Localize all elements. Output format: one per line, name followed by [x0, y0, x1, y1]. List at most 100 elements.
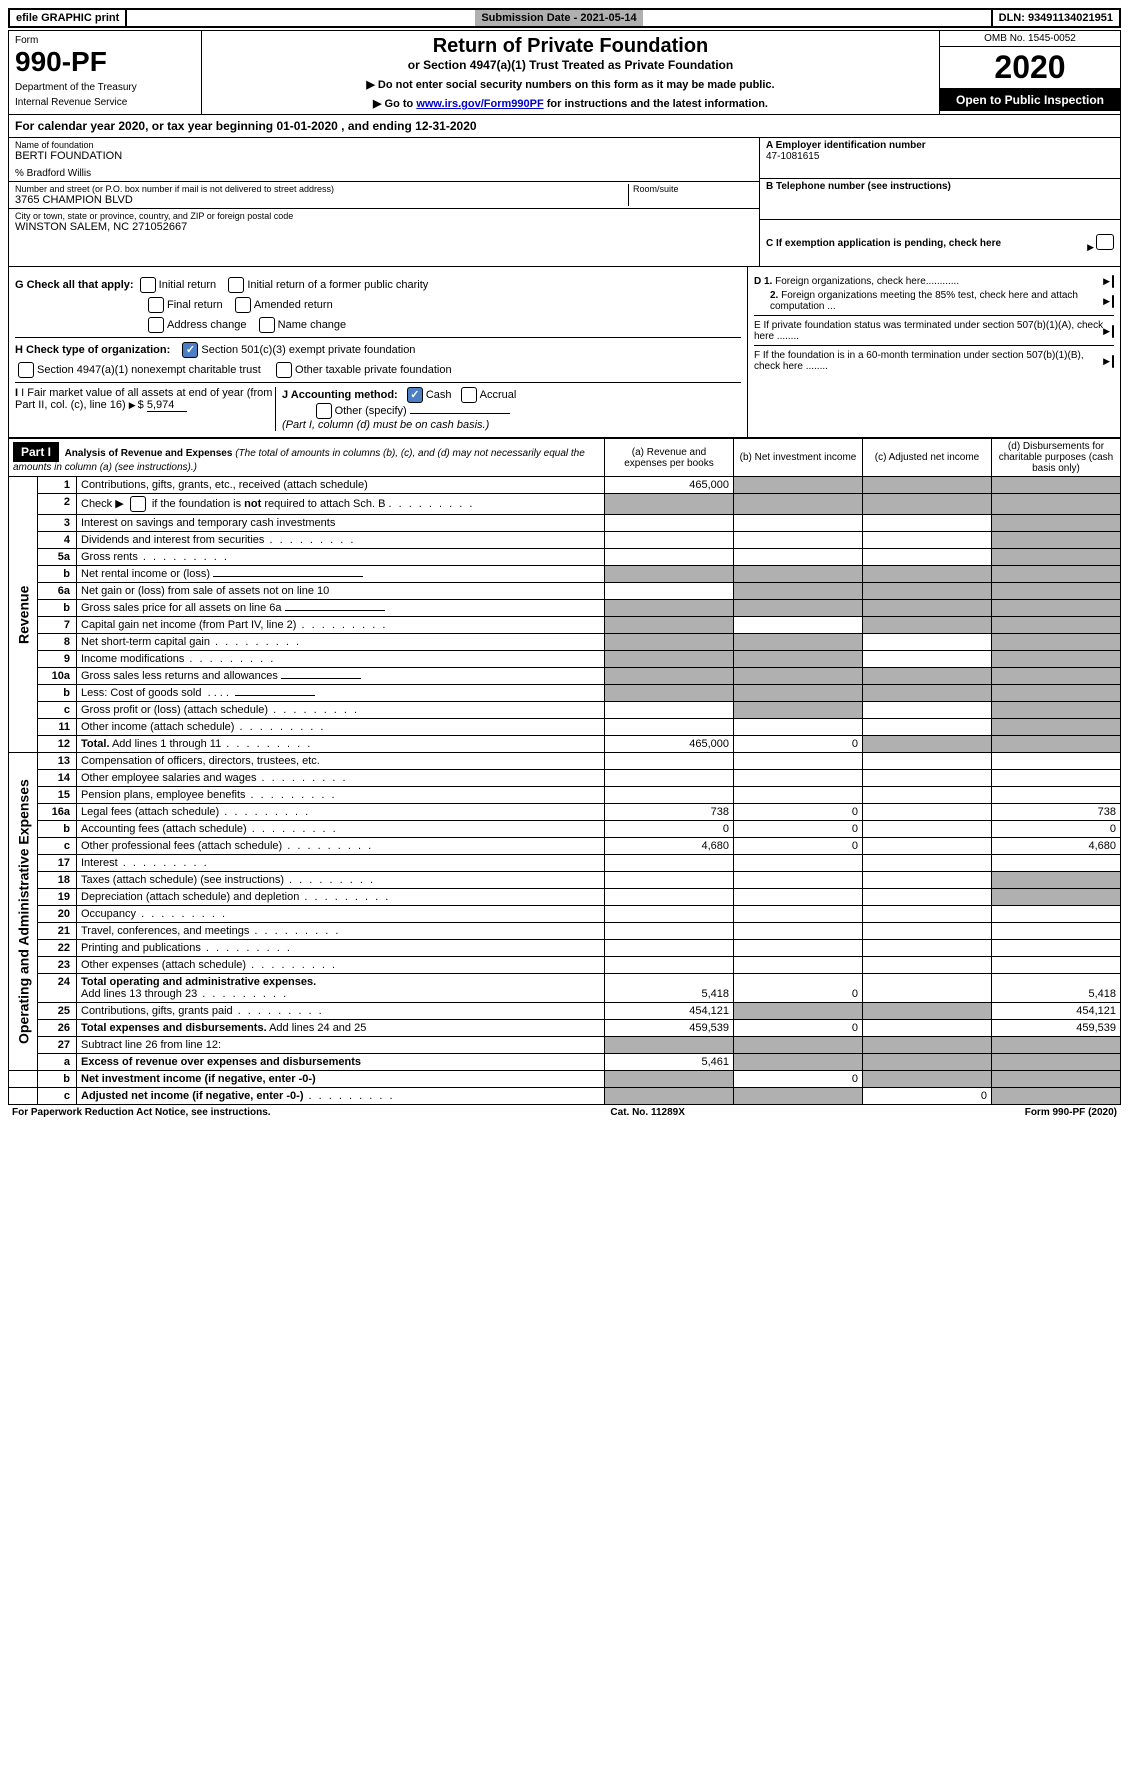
- ein-row: A Employer identification number 47-1081…: [760, 138, 1120, 179]
- ein-label: A Employer identification number: [766, 140, 1114, 151]
- e-row: E If private foundation status was termi…: [754, 315, 1114, 342]
- e-checkbox[interactable]: [1112, 325, 1114, 338]
- h-label: H Check type of organization:: [15, 344, 170, 356]
- g-amended-checkbox[interactable]: [235, 297, 251, 313]
- line-20: 20Occupancy: [9, 906, 1121, 923]
- d2-checkbox[interactable]: [1112, 295, 1114, 308]
- tax-year: 2020: [940, 47, 1120, 89]
- form-header-center: Return of Private Foundation or Section …: [202, 31, 939, 114]
- line-16c-b: 0: [734, 838, 863, 855]
- f-row: F If the foundation is in a 60-month ter…: [754, 345, 1114, 372]
- line-10a: 10aGross sales less returns and allowanc…: [9, 668, 1121, 685]
- footer-left: For Paperwork Reduction Act Notice, see …: [12, 1107, 271, 1118]
- line-6b-desc: Gross sales price for all assets on line…: [77, 600, 605, 617]
- line-11: 11Other income (attach schedule): [9, 719, 1121, 736]
- line-7: 7Capital gain net income (from Part IV, …: [9, 617, 1121, 634]
- footer-center: Cat. No. 11289X: [610, 1107, 684, 1118]
- addr-label: Number and street (or P.O. box number if…: [15, 184, 628, 194]
- col-b-header: (b) Net investment income: [734, 439, 863, 477]
- line-21-desc: Travel, conferences, and meetings: [77, 923, 605, 940]
- line-6a-desc: Net gain or (loss) from sale of assets n…: [77, 583, 605, 600]
- line-8: 8Net short-term capital gain: [9, 634, 1121, 651]
- line-27c-c: 0: [863, 1088, 992, 1105]
- line-12-b: 0: [734, 736, 863, 753]
- line-18: 18Taxes (attach schedule) (see instructi…: [9, 872, 1121, 889]
- g-label: G Check all that apply:: [15, 279, 134, 291]
- line-27c-desc: Adjusted net income (if negative, enter …: [77, 1088, 605, 1105]
- form-header: Form 990-PF Department of the Treasury I…: [8, 30, 1121, 115]
- g-initial-checkbox[interactable]: [140, 277, 156, 293]
- line-27c: cAdjusted net income (if negative, enter…: [9, 1088, 1121, 1105]
- line-2: 2Check ▶ if the foundation is not requir…: [9, 494, 1121, 515]
- info-right: A Employer identification number 47-1081…: [759, 138, 1120, 266]
- line-16c-d: 4,680: [992, 838, 1121, 855]
- h-501c3: Section 501(c)(3) exempt private foundat…: [201, 344, 415, 356]
- line-25-d: 454,121: [992, 1003, 1121, 1020]
- line-27b-b: 0: [734, 1071, 863, 1088]
- g-final-checkbox[interactable]: [148, 297, 164, 313]
- g-name-checkbox[interactable]: [259, 317, 275, 333]
- line-16a: 16aLegal fees (attach schedule)7380738: [9, 804, 1121, 821]
- line-6a: 6aNet gain or (loss) from sale of assets…: [9, 583, 1121, 600]
- col-a-header: (a) Revenue and expenses per books: [605, 439, 734, 477]
- h-501c3-checkbox[interactable]: [182, 342, 198, 358]
- line-18-desc: Taxes (attach schedule) (see instruction…: [77, 872, 605, 889]
- h-4947: Section 4947(a)(1) nonexempt charitable …: [37, 364, 261, 376]
- j-accrual-checkbox[interactable]: [461, 387, 477, 403]
- line-16c-desc: Other professional fees (attach schedule…: [77, 838, 605, 855]
- h-4947-checkbox[interactable]: [18, 362, 34, 378]
- line-23: 23Other expenses (attach schedule): [9, 957, 1121, 974]
- j-cash: Cash: [426, 389, 452, 401]
- line-21: 21Travel, conferences, and meetings: [9, 923, 1121, 940]
- ij-row: I I Fair market value of all assets at e…: [15, 382, 741, 431]
- info-section: Name of foundation BERTI FOUNDATION % Br…: [8, 138, 1121, 267]
- j-cash-checkbox[interactable]: [407, 387, 423, 403]
- f-checkbox[interactable]: [1112, 355, 1114, 368]
- line-26-desc: Total expenses and disbursements. Add li…: [77, 1020, 605, 1037]
- dept-treasury: Department of the Treasury: [15, 82, 195, 93]
- line-16b-b: 0: [734, 821, 863, 838]
- line-12: 12Total. Add lines 1 through 11465,0000: [9, 736, 1121, 753]
- part1-label: Part I: [13, 442, 59, 462]
- note-url-pre: ▶ Go to: [373, 98, 416, 110]
- line-2-checkbox[interactable]: [130, 496, 146, 512]
- d1-checkbox[interactable]: [1112, 275, 1114, 288]
- g-initial-former-checkbox[interactable]: [228, 277, 244, 293]
- info-left: Name of foundation BERTI FOUNDATION % Br…: [9, 138, 759, 266]
- calendar-year: For calendar year 2020, or tax year begi…: [8, 115, 1121, 138]
- omb-number: OMB No. 1545-0052: [940, 31, 1120, 47]
- col-d-header: (d) Disbursements for charitable purpose…: [992, 439, 1121, 477]
- line-7-desc: Capital gain net income (from Part IV, l…: [77, 617, 605, 634]
- g-address-checkbox[interactable]: [148, 317, 164, 333]
- g-final: Final return: [167, 299, 223, 311]
- exempt-row: C If exemption application is pending, c…: [760, 223, 1120, 263]
- g-amended: Amended return: [254, 299, 333, 311]
- line-24-d: 5,418: [992, 974, 1121, 1003]
- d2-row: 2. Foreign organizations meeting the 85%…: [754, 290, 1114, 312]
- exempt-label: C If exemption application is pending, c…: [766, 238, 1001, 249]
- exempt-checkbox[interactable]: [1096, 234, 1114, 250]
- line-16b-d: 0: [992, 821, 1121, 838]
- form-number: 990-PF: [15, 46, 195, 78]
- g-row: G Check all that apply: Initial return I…: [15, 277, 741, 293]
- j-other-checkbox[interactable]: [316, 403, 332, 419]
- line-26-d: 459,539: [992, 1020, 1121, 1037]
- irs-link[interactable]: www.irs.gov/Form990PF: [416, 98, 543, 110]
- line-16b-desc: Accounting fees (attach schedule): [77, 821, 605, 838]
- line-9: 9Income modifications: [9, 651, 1121, 668]
- line-16a-d: 738: [992, 804, 1121, 821]
- h-other-checkbox[interactable]: [276, 362, 292, 378]
- line-27a-a: 5,461: [605, 1054, 734, 1071]
- tel-label: B Telephone number (see instructions): [766, 181, 1114, 192]
- line-10c: cGross profit or (loss) (attach schedule…: [9, 702, 1121, 719]
- line-11-desc: Other income (attach schedule): [77, 719, 605, 736]
- line-16b: bAccounting fees (attach schedule)000: [9, 821, 1121, 838]
- line-12-desc: Total. Add lines 1 through 11: [77, 736, 605, 753]
- j-other: Other (specify): [335, 405, 407, 417]
- line-19: 19Depreciation (attach schedule) and dep…: [9, 889, 1121, 906]
- ein-value: 47-1081615: [766, 151, 1114, 162]
- g-row3: Address change Name change: [15, 317, 741, 333]
- irs: Internal Revenue Service: [15, 97, 195, 108]
- note-ssn: ▶ Do not enter social security numbers o…: [206, 78, 935, 91]
- e-text: E If private foundation status was termi…: [754, 320, 1103, 342]
